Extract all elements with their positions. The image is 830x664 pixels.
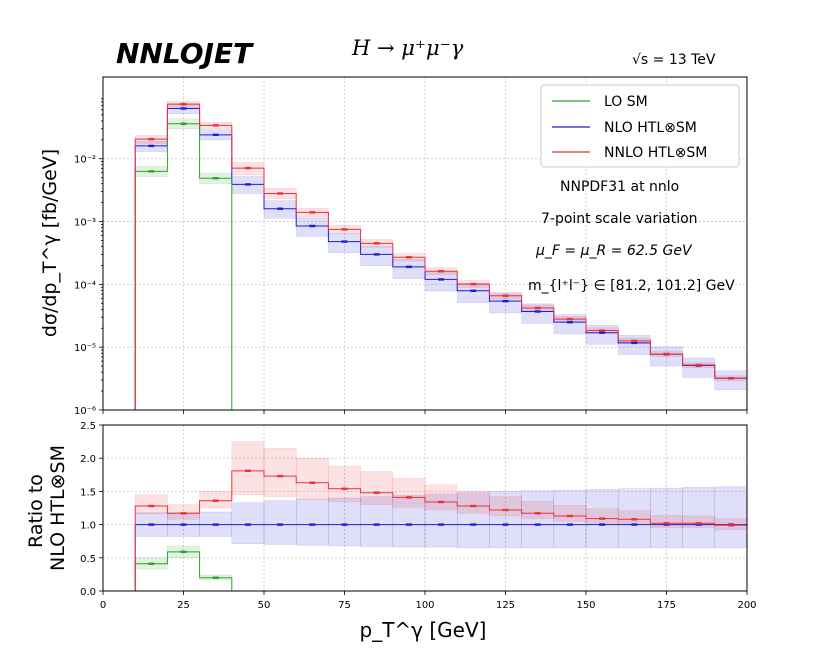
ratio-band-nlo (553, 489, 587, 549)
x-tick-label: 0 (100, 600, 106, 611)
ratio-bands (134, 441, 748, 580)
x-tick-label: 25 (177, 600, 190, 611)
ratio-band-nnlo (456, 491, 490, 514)
ratio-band-nnlo (231, 441, 265, 495)
main-band-nlo (392, 259, 426, 279)
x-tick-label: 150 (576, 600, 595, 611)
ratio-y-tick-label: 1.0 (80, 521, 96, 532)
ratio-panel: 0.0 0.5 1.0 1.5 2.0 2.5 0 25 50 75 100 125 150 175 20… (80, 421, 756, 611)
ratio-band-nlo (295, 499, 329, 546)
ratio-band-nnlo (650, 515, 683, 529)
x-axis-label: p_T^γ [GeV] (360, 618, 487, 642)
ratio-band-nlo (263, 500, 297, 545)
main-panel: 10⁻⁶ 10⁻⁵ 10⁻⁴ 10⁻³ 10⁻² (74, 76, 748, 417)
ratio-band-nnlo (392, 477, 426, 508)
main-y-tick-label: 10⁻⁵ (74, 343, 96, 354)
main-x-ticks (102, 410, 748, 414)
annotation-pdf: NNPDF31 at nnlo (560, 179, 679, 195)
main-y-tick-label: 10⁻³ (74, 218, 96, 229)
ratio-band-nlo (328, 497, 361, 547)
ratio-band-nlo (231, 502, 265, 545)
x-tick-label: 50 (258, 600, 271, 611)
ratio-y-tick-label: 1.5 (80, 487, 96, 498)
legend-box (540, 84, 740, 168)
ratio-band-nnlo (295, 457, 329, 500)
ratio-y-tick-label: 2.0 (80, 454, 96, 465)
process-label: H → μ⁺μ⁻γ (351, 36, 464, 60)
main-band-nlo (328, 233, 361, 253)
ratio-line-nnlo (134, 470, 747, 591)
main-line-nnlo (134, 103, 747, 410)
ratio-y-tick-label: 2.5 (80, 421, 96, 432)
ratio-band-nlo (360, 496, 394, 547)
ratio-x-ticks: 0 25 50 75 100 125 150 175 200 (100, 591, 757, 611)
main-error-bars (148, 102, 734, 380)
annotation-scales: μ_F = μ_R = 62.5 GeV (535, 243, 693, 259)
ratio-band-nnlo (167, 504, 200, 520)
x-tick-label: 75 (338, 600, 351, 611)
ratio-band-nnlo (424, 484, 458, 511)
legend-label-nlo: NLO HTL⊗SM (604, 120, 697, 136)
main-y-tick-label: 10⁻⁴ (74, 280, 96, 291)
ratio-y-ticks: 0.0 0.5 1.0 1.5 2.0 2.5 (80, 421, 103, 598)
ratio-band-nlo (489, 491, 522, 549)
ratio-band-nlo (521, 490, 555, 549)
ratio-band-nlo (682, 487, 716, 549)
x-tick-label: 100 (415, 600, 434, 611)
ratio-y-axis-label-line1: Ratio to (25, 474, 47, 548)
ratio-band-nlo (714, 486, 748, 549)
legend-label-nnlo: NNLO HTL⊗SM (604, 145, 707, 161)
ratio-y-axis-label-line2: NLO HTL⊗SM (47, 445, 69, 571)
ratio-y-tick-label: 0.5 (80, 554, 96, 565)
x-tick-label: 175 (657, 600, 676, 611)
ratio-band-nnlo (553, 505, 587, 522)
x-tick-label: 200 (737, 600, 756, 611)
ratio-error-bars (148, 469, 734, 579)
ratio-band-nlo (650, 487, 683, 549)
main-y-ticks: 10⁻⁶ 10⁻⁵ 10⁻⁴ 10⁻³ 10⁻² (74, 98, 103, 417)
ratio-band-nnlo (489, 496, 522, 517)
ratio-band-nnlo (521, 501, 555, 519)
ratio-band-nnlo (263, 447, 297, 497)
ratio-band-nnlo (328, 465, 361, 503)
ratio-band-nnlo (682, 515, 716, 529)
main-y-tick-label: 10⁻⁶ (74, 406, 96, 417)
main-y-axis-label: dσ/dp_T^γ [fb/GeV] (39, 149, 61, 337)
ratio-band-nnlo (134, 494, 168, 515)
ratio-y-tick-label: 0.0 (80, 587, 96, 598)
ratio-line-nlo (134, 524, 747, 591)
legend-label-lo: LO SM (604, 94, 648, 110)
main-y-tick-label: 10⁻² (74, 155, 96, 166)
ratio-band-nlo (456, 492, 490, 549)
ratio-band-nlo (392, 495, 426, 548)
annotation-mass-window: m_{l⁺l⁻} ∈ [81.2, 101.2] GeV (528, 278, 735, 294)
process-text: H → μ⁺μ⁻γ (351, 36, 464, 60)
ratio-band-nnlo (360, 471, 394, 505)
ratio-band-nnlo (585, 508, 619, 524)
energy-label: √s = 13 TeV (632, 52, 716, 68)
annotation-block: NNPDF31 at nnlo 7-point scale variation … (528, 179, 735, 294)
ratio-y-axis-label: Ratio to NLO HTL⊗SM (25, 445, 69, 571)
legend: LO SM NLO HTL⊗SM NNLO HTL⊗SM (540, 84, 740, 168)
ratio-band-nnlo (617, 510, 651, 525)
main-band-nlo (360, 246, 394, 266)
main-band-nlo (295, 217, 329, 237)
brand-title: NNLOJET (116, 37, 254, 70)
annotation-scale-variation: 7-point scale variation (541, 211, 698, 227)
x-tick-label: 125 (496, 600, 515, 611)
